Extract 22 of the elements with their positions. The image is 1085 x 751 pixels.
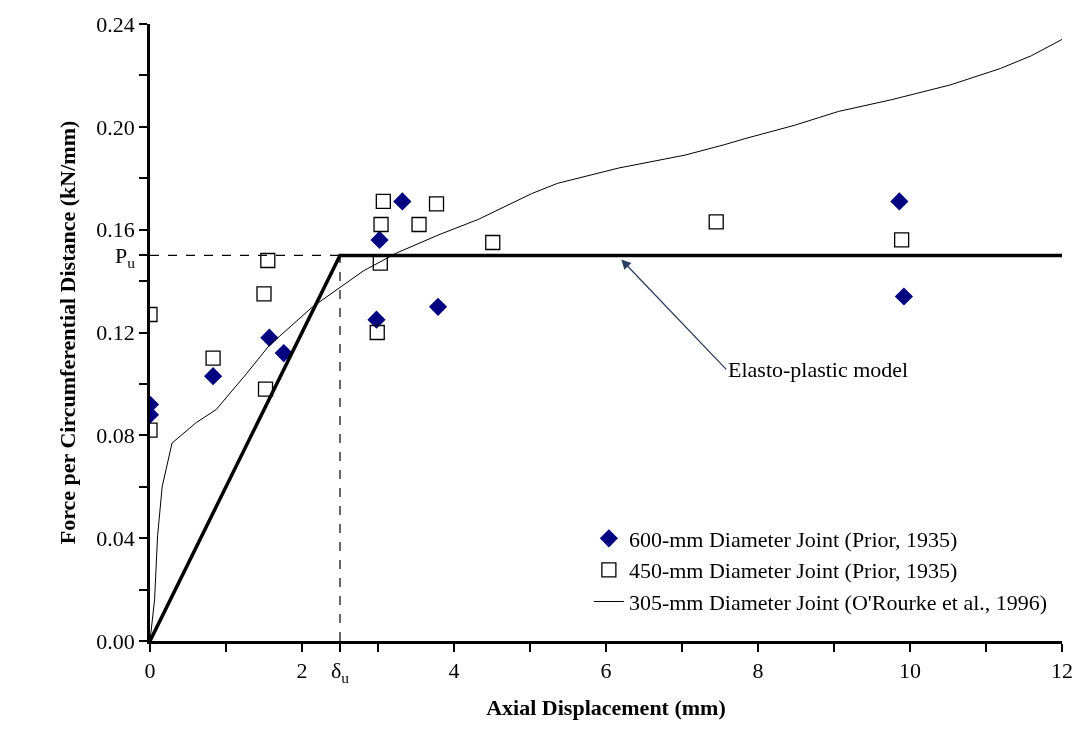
x-tick-label: 4 xyxy=(448,658,460,684)
y-tick-label: 0.12 xyxy=(96,320,135,346)
annotation: Elasto-plastic model xyxy=(728,357,909,382)
x-tick-label: 2 xyxy=(296,658,308,684)
y-tick-label: 0.24 xyxy=(96,11,135,37)
y-tick-label: 0.16 xyxy=(96,217,135,243)
legend-label: 305-mm Diameter Joint (O'Rourke et al., 1996) xyxy=(628,590,1048,616)
x-tick-label: 6 xyxy=(600,658,612,684)
y-axis-title: Force per Circumferential Distance (kN/mm) xyxy=(55,120,81,545)
x-tick-label: 12 xyxy=(1051,658,1073,684)
y-tick-label: 0.04 xyxy=(96,525,135,551)
x-tick-label: 8 xyxy=(752,658,764,684)
x-tick-label: 10 xyxy=(899,658,921,684)
y-tick-label: P$_{u}$ xyxy=(114,243,136,271)
legend-label: 600-mm Diameter Joint (Prior, 1935) xyxy=(628,526,958,552)
x-tick-label: δ$_{u}$ xyxy=(330,658,350,686)
y-tick-label: 0.08 xyxy=(96,423,135,449)
x-tick-label: 0 xyxy=(144,658,156,684)
y-tick-label: 0.00 xyxy=(96,628,135,654)
x-axis-title: Axial Displacement (mm) xyxy=(486,694,726,720)
legend-label: 450-mm Diameter Joint (Prior, 1935) xyxy=(628,558,958,584)
y-tick-label: 0.20 xyxy=(96,114,135,140)
